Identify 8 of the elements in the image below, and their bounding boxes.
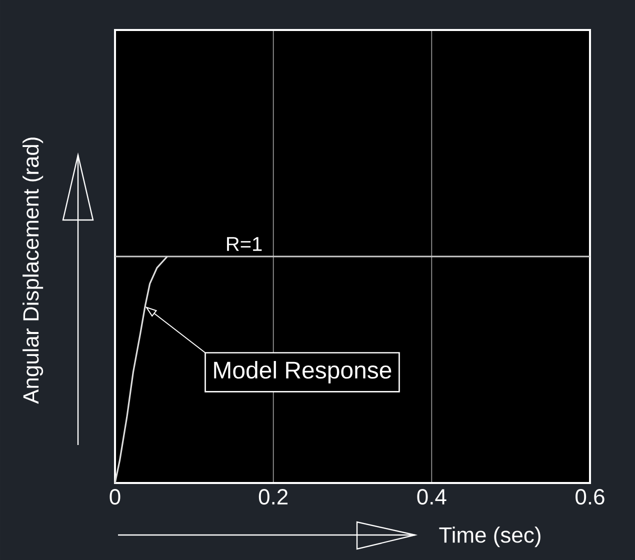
x-tick-label: 0.2 [258,489,288,505]
annotation: Model Response [214,361,392,384]
ref-line-label: R=1 [227,237,262,251]
x-tick-label: 0.6 [576,489,604,505]
x-axis-title: Time (sec) [439,526,540,548]
x-tick-label: 0.4 [417,489,446,505]
y-axis-title: Angular Displacement (rad) [22,138,44,404]
x-tick-label: 0 [110,489,120,505]
